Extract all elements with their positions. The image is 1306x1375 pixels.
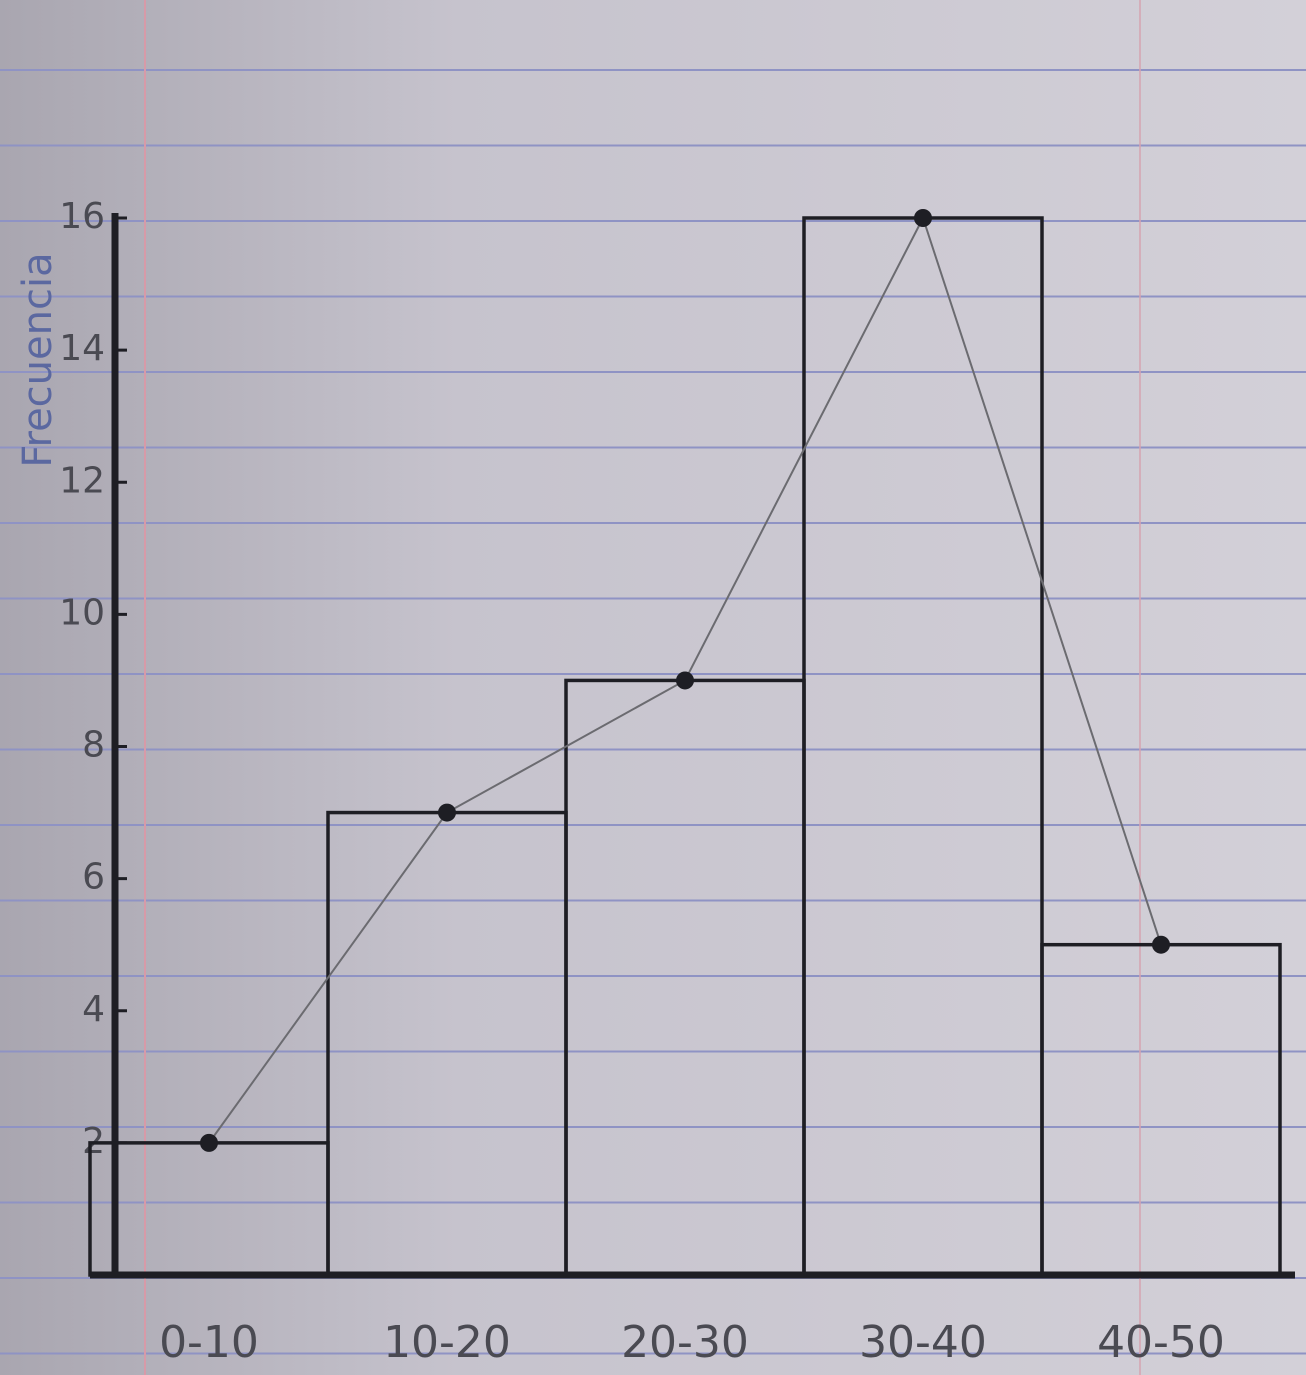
y-tick-label: 14 (59, 328, 105, 369)
y-tick-label: 6 (82, 857, 105, 898)
y-axis-label: Frecuencia (15, 252, 61, 467)
polygon-point (438, 803, 456, 822)
x-tick-label: 20-30 (621, 1317, 749, 1368)
y-tick-label: 16 (59, 196, 105, 237)
polygon-point (200, 1133, 218, 1152)
polygon-point (914, 209, 932, 227)
y-tick-label: 10 (59, 592, 105, 633)
x-tick-label: 10-20 (383, 1317, 511, 1368)
y-tick-label: 4 (82, 989, 105, 1030)
polygon-point (676, 671, 694, 690)
polygon-point (1152, 935, 1170, 954)
x-tick-label: 30-40 (859, 1317, 987, 1368)
y-tick-label: 8 (82, 725, 105, 766)
y-tick-label: 12 (59, 460, 105, 501)
x-tick-label: 40-50 (1097, 1317, 1225, 1368)
x-tick-label: 0-10 (159, 1317, 259, 1368)
